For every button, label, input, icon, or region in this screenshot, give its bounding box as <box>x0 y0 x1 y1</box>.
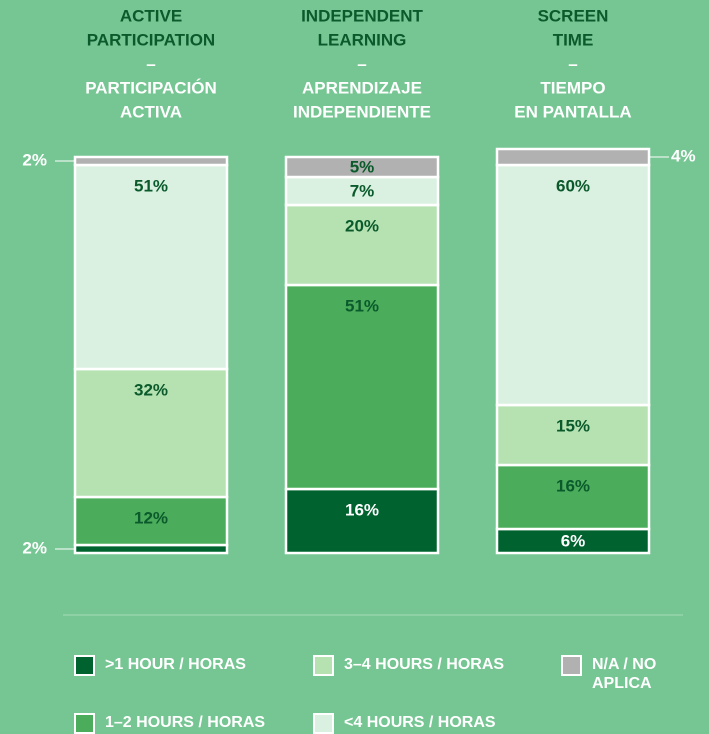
legend-item: N/A / NO APLICA <box>561 655 682 693</box>
category-label: PARTICIPATION <box>87 30 215 49</box>
value-label: 4% <box>671 146 696 165</box>
category-label: INDEPENDENT <box>301 6 423 25</box>
value-label: 51% <box>345 296 379 315</box>
bar-segment <box>495 403 651 467</box>
value-label: 6% <box>561 531 586 550</box>
legend-swatch <box>561 655 582 676</box>
value-label: 15% <box>556 416 590 435</box>
category-label: SCREEN <box>538 6 609 25</box>
value-label: 12% <box>134 508 168 527</box>
category-label: EN PANTALLA <box>514 102 631 121</box>
legend-swatch <box>74 713 95 734</box>
value-label: 2% <box>22 538 47 557</box>
value-label: 7% <box>350 181 375 200</box>
bar-segment <box>284 203 440 287</box>
category-label: TIEMPO <box>540 78 605 97</box>
category-label: ACTIVE <box>120 6 182 25</box>
bar-segment <box>73 367 229 499</box>
category-label: – <box>146 54 155 73</box>
bar-segment <box>73 163 229 371</box>
category-label: – <box>568 54 577 73</box>
value-label: 16% <box>556 476 590 495</box>
legend-label: N/A / NO APLICA <box>592 656 657 692</box>
value-label: 5% <box>350 157 375 176</box>
legend-label: 3–4 HOURS / HORAS <box>344 656 505 673</box>
category-label: LEARNING <box>318 30 407 49</box>
category-label: TIME <box>553 30 594 49</box>
legend-item: >1 HOUR / HORAS <box>74 655 305 676</box>
legend-swatch <box>313 713 334 734</box>
bar-segment <box>495 147 651 167</box>
category-label: PARTICIPACIÓN <box>85 78 217 97</box>
bar-segment <box>495 463 651 531</box>
bar-segment <box>284 487 440 555</box>
bar-segment <box>284 283 440 491</box>
value-label: 51% <box>134 176 168 195</box>
legend-label: 1–2 HOURS / HORAS <box>105 714 266 731</box>
legend-swatch <box>313 655 334 676</box>
value-label: 20% <box>345 216 379 235</box>
value-label: 2% <box>22 150 47 169</box>
value-label: 16% <box>345 500 379 519</box>
bar-segment <box>73 495 229 547</box>
category-label: APRENDIZAJE <box>302 78 422 97</box>
legend-swatch <box>74 655 95 676</box>
category-label: INDEPENDIENTE <box>293 102 431 121</box>
bar-segment <box>495 163 651 407</box>
value-label: 60% <box>556 176 590 195</box>
bar-segment <box>284 155 440 179</box>
legend-label: >1 HOUR / HORAS <box>105 656 246 673</box>
value-label: 32% <box>134 380 168 399</box>
category-label: – <box>357 54 366 73</box>
legend-item: <4 HOURS / HORAS <box>313 713 544 734</box>
bar-segment <box>73 155 229 167</box>
legend-item: 3–4 HOURS / HORAS <box>313 655 544 676</box>
category-label: ACTIVA <box>120 102 182 121</box>
legend-item: 1–2 HOURS / HORAS <box>74 713 305 734</box>
legend-label: <4 HOURS / HORAS <box>344 714 496 731</box>
